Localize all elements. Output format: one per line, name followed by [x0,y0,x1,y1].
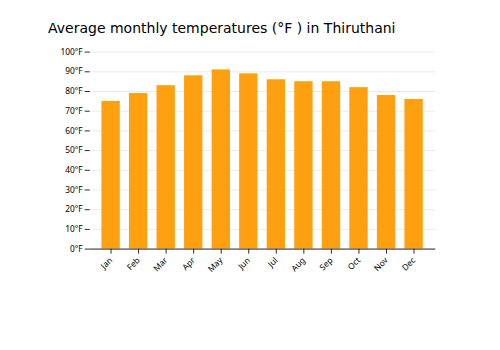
svg-text:Feb: Feb [124,254,142,272]
svg-text:30°F: 30°F [65,184,83,195]
svg-text:0°F: 0°F [70,243,83,254]
html-text:Average monthly temperatures (: Average monthly temperatures (°F ) in Th… [48,20,396,36]
svg-text:Dec: Dec [399,254,417,272]
svg-text:100°F: 100°F [60,46,83,57]
svg-text:70°F: 70°F [65,105,83,116]
svg-text:Jun: Jun [235,254,252,271]
svg-text:Nov: Nov [371,254,390,273]
svg-text:Jan: Jan [97,254,114,271]
svg-text:Jul: Jul [264,254,279,269]
svg-text:May: May [205,254,225,274]
svg-text:40°F: 40°F [65,164,83,175]
svg-text:50°F: 50°F [65,144,83,155]
svg-text:Apr: Apr [179,254,197,272]
svg-text:Sep: Sep [317,254,335,272]
svg-text:Oct: Oct [345,254,362,271]
svg-text:90°F: 90°F [65,65,83,76]
svg-text:60°F: 60°F [65,125,83,136]
svg-text:Mar: Mar [151,254,170,273]
svg-text:Aug: Aug [288,254,307,273]
svg-text:20°F: 20°F [65,203,83,214]
svg-text:10°F: 10°F [65,223,83,234]
svg-text:80°F: 80°F [65,85,83,96]
